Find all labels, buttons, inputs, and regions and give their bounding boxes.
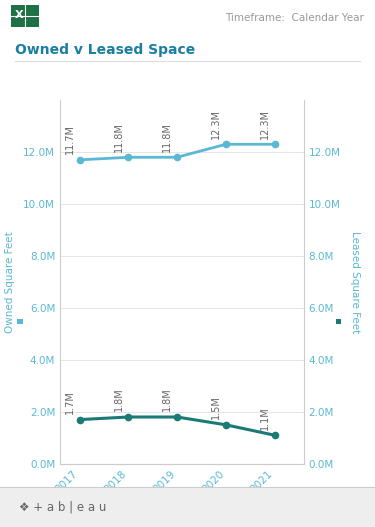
Y-axis label: Owned Square Feet: Owned Square Feet [5, 231, 15, 333]
Text: Timeframe:  Calendar Year: Timeframe: Calendar Year [225, 14, 364, 23]
Text: Owned v Leased Space: Owned v Leased Space [15, 43, 195, 57]
Text: X: X [15, 10, 23, 20]
Text: 12.3M: 12.3M [260, 109, 270, 139]
Text: 11.7M: 11.7M [65, 124, 75, 154]
Text: 12.3M: 12.3M [211, 109, 221, 139]
Text: 11.8M: 11.8M [114, 122, 123, 152]
Text: 11.8M: 11.8M [162, 122, 172, 152]
Text: 1.8M: 1.8M [114, 388, 123, 412]
Text: 1.1M: 1.1M [260, 406, 270, 430]
Text: 1.8M: 1.8M [162, 388, 172, 412]
Y-axis label: Leased Square Feet: Leased Square Feet [350, 231, 360, 333]
Text: 1.7M: 1.7M [65, 390, 75, 414]
Text: 1.5M: 1.5M [211, 395, 221, 419]
Text: ❖ + a b | e a u: ❖ + a b | e a u [19, 501, 106, 514]
